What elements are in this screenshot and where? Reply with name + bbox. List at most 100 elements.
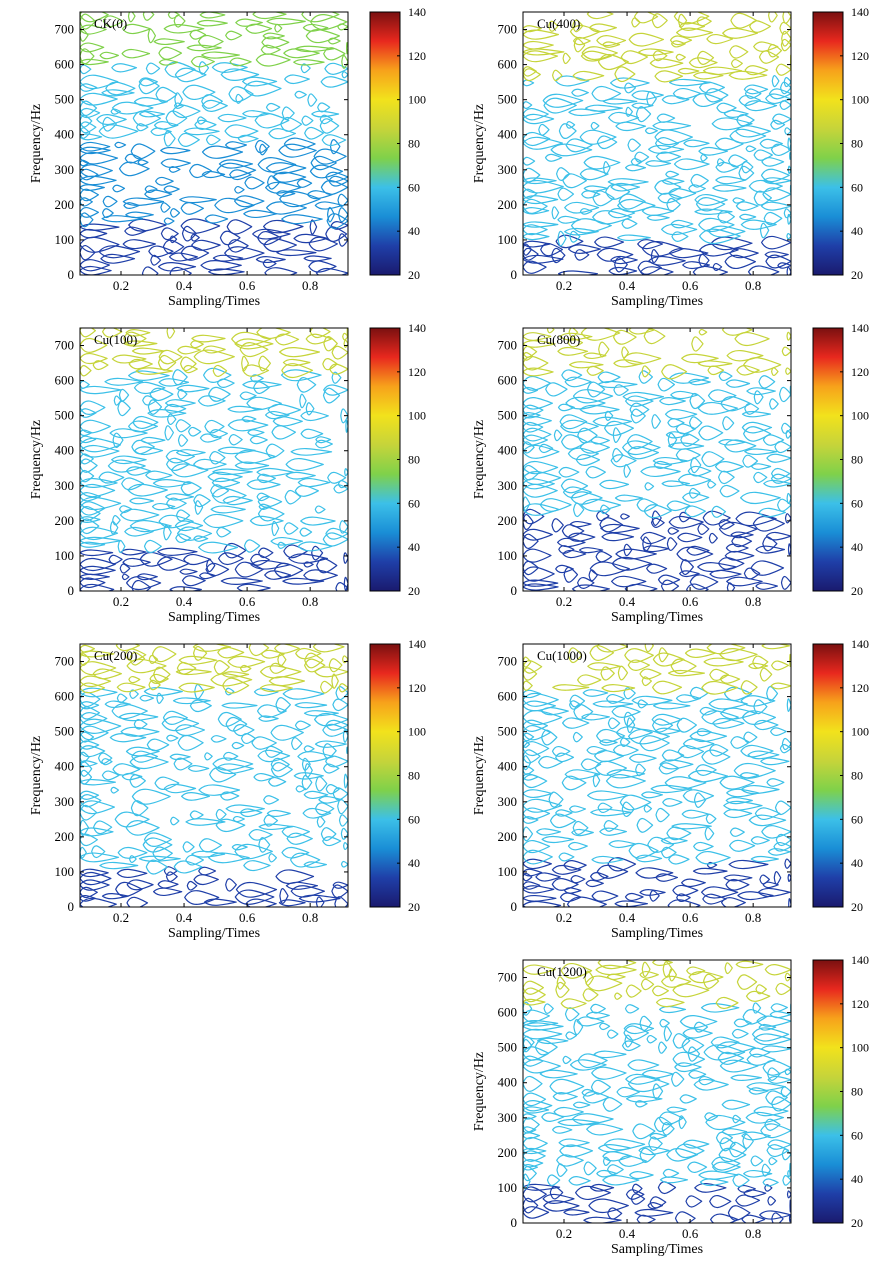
contour-line bbox=[109, 733, 147, 743]
contour-line bbox=[591, 890, 619, 902]
contour-line bbox=[755, 582, 778, 590]
contour-line bbox=[523, 868, 543, 877]
contour-line bbox=[523, 1206, 550, 1219]
contour-line bbox=[544, 153, 563, 162]
contour-line bbox=[331, 673, 339, 689]
contour-line bbox=[263, 814, 279, 827]
contour-line bbox=[754, 807, 781, 820]
contour-line bbox=[667, 899, 701, 907]
contour-line bbox=[787, 543, 791, 556]
colorbar bbox=[812, 959, 844, 1224]
contour-line bbox=[122, 197, 165, 206]
contour-line bbox=[780, 81, 791, 95]
contour-line bbox=[611, 705, 641, 718]
y-tick-label: 600 bbox=[498, 373, 518, 388]
contour-line bbox=[225, 878, 237, 892]
contour-line bbox=[523, 1075, 543, 1092]
contour-line bbox=[724, 439, 757, 453]
contour-line bbox=[641, 241, 684, 257]
contour-line bbox=[218, 159, 254, 169]
contour-line bbox=[117, 846, 148, 859]
contour-line bbox=[725, 796, 753, 805]
contour-line bbox=[127, 483, 168, 497]
contour-line bbox=[523, 66, 537, 77]
contour-line bbox=[209, 767, 237, 783]
x-axis-label: Sampling/Times bbox=[168, 610, 260, 625]
contour-line bbox=[759, 1210, 791, 1220]
contour-line bbox=[192, 644, 232, 652]
contour-line bbox=[80, 400, 106, 415]
contour-line bbox=[244, 176, 265, 190]
contour-panel: 0.2 0.4 0.6 0.8 0 100 200 300 400 500 600 700 Sampli… bbox=[0, 316, 430, 634]
contour-line bbox=[541, 729, 558, 746]
contour-line bbox=[240, 733, 256, 745]
contour-line bbox=[301, 757, 311, 771]
y-tick-label: 600 bbox=[55, 689, 75, 704]
y-tick-label: 300 bbox=[55, 794, 75, 809]
contour-line bbox=[523, 692, 559, 707]
contour-line bbox=[657, 574, 681, 586]
contour-line bbox=[161, 716, 200, 732]
contour-line bbox=[628, 32, 664, 47]
contour-line bbox=[209, 429, 228, 439]
contour-line bbox=[325, 226, 348, 242]
y-tick-label: 100 bbox=[498, 232, 518, 247]
contour-line bbox=[80, 212, 94, 228]
contour-line bbox=[686, 545, 710, 556]
contour-line bbox=[80, 496, 122, 511]
contour-line bbox=[563, 566, 579, 583]
contour-line bbox=[560, 419, 599, 434]
contour-line bbox=[327, 471, 347, 484]
contour-line bbox=[789, 152, 791, 160]
y-tick-label: 100 bbox=[55, 864, 75, 879]
contour-line bbox=[138, 78, 160, 95]
contour-line bbox=[771, 1212, 784, 1223]
contour-line bbox=[162, 239, 185, 255]
contour-line bbox=[664, 409, 698, 420]
contour-line bbox=[591, 1066, 627, 1080]
contour-line bbox=[290, 448, 333, 456]
contour-line bbox=[283, 137, 316, 151]
contour-line bbox=[649, 890, 660, 902]
contour-line bbox=[285, 458, 324, 472]
contour-line bbox=[640, 531, 667, 545]
contour-line bbox=[604, 420, 634, 436]
contour-line bbox=[551, 518, 564, 533]
contour-line bbox=[100, 253, 136, 264]
contour-line bbox=[569, 694, 586, 708]
contour-line bbox=[559, 1144, 594, 1158]
colorbar-tick-label: 120 bbox=[851, 681, 869, 695]
colorbar-tick-label: 100 bbox=[408, 725, 426, 739]
contour-line bbox=[225, 141, 247, 150]
contour-line bbox=[215, 818, 246, 833]
contour-line bbox=[221, 702, 258, 709]
y-tick-label: 200 bbox=[498, 513, 518, 528]
contour-line bbox=[744, 65, 769, 76]
contour-line bbox=[523, 1009, 550, 1023]
panel-label: Cu(800) bbox=[537, 332, 580, 347]
contour-line bbox=[249, 435, 268, 445]
y-axis-label: Frequency/Hz bbox=[472, 1052, 487, 1131]
contour-line bbox=[701, 749, 731, 765]
contour-line bbox=[144, 189, 173, 200]
contour-line bbox=[566, 896, 607, 907]
contour-line bbox=[291, 737, 303, 751]
contour-line bbox=[677, 67, 700, 75]
contour-line bbox=[257, 496, 283, 508]
contour-line bbox=[523, 29, 559, 40]
contour-line bbox=[730, 12, 758, 29]
y-tick-label: 700 bbox=[498, 22, 518, 37]
contour-line bbox=[523, 528, 553, 541]
contour-line bbox=[163, 783, 197, 794]
contour-line bbox=[124, 526, 154, 537]
contour-line bbox=[80, 478, 118, 488]
contour-line bbox=[603, 1138, 646, 1151]
colorbar-tick-label: 80 bbox=[851, 769, 863, 783]
contour-lines bbox=[523, 960, 791, 1223]
contour-line bbox=[586, 1123, 624, 1136]
y-tick-label: 500 bbox=[55, 92, 75, 107]
y-axis-label: Frequency/Hz bbox=[472, 104, 487, 183]
contour-line bbox=[523, 680, 533, 691]
contour-line bbox=[582, 689, 609, 697]
contour-line bbox=[625, 395, 654, 407]
